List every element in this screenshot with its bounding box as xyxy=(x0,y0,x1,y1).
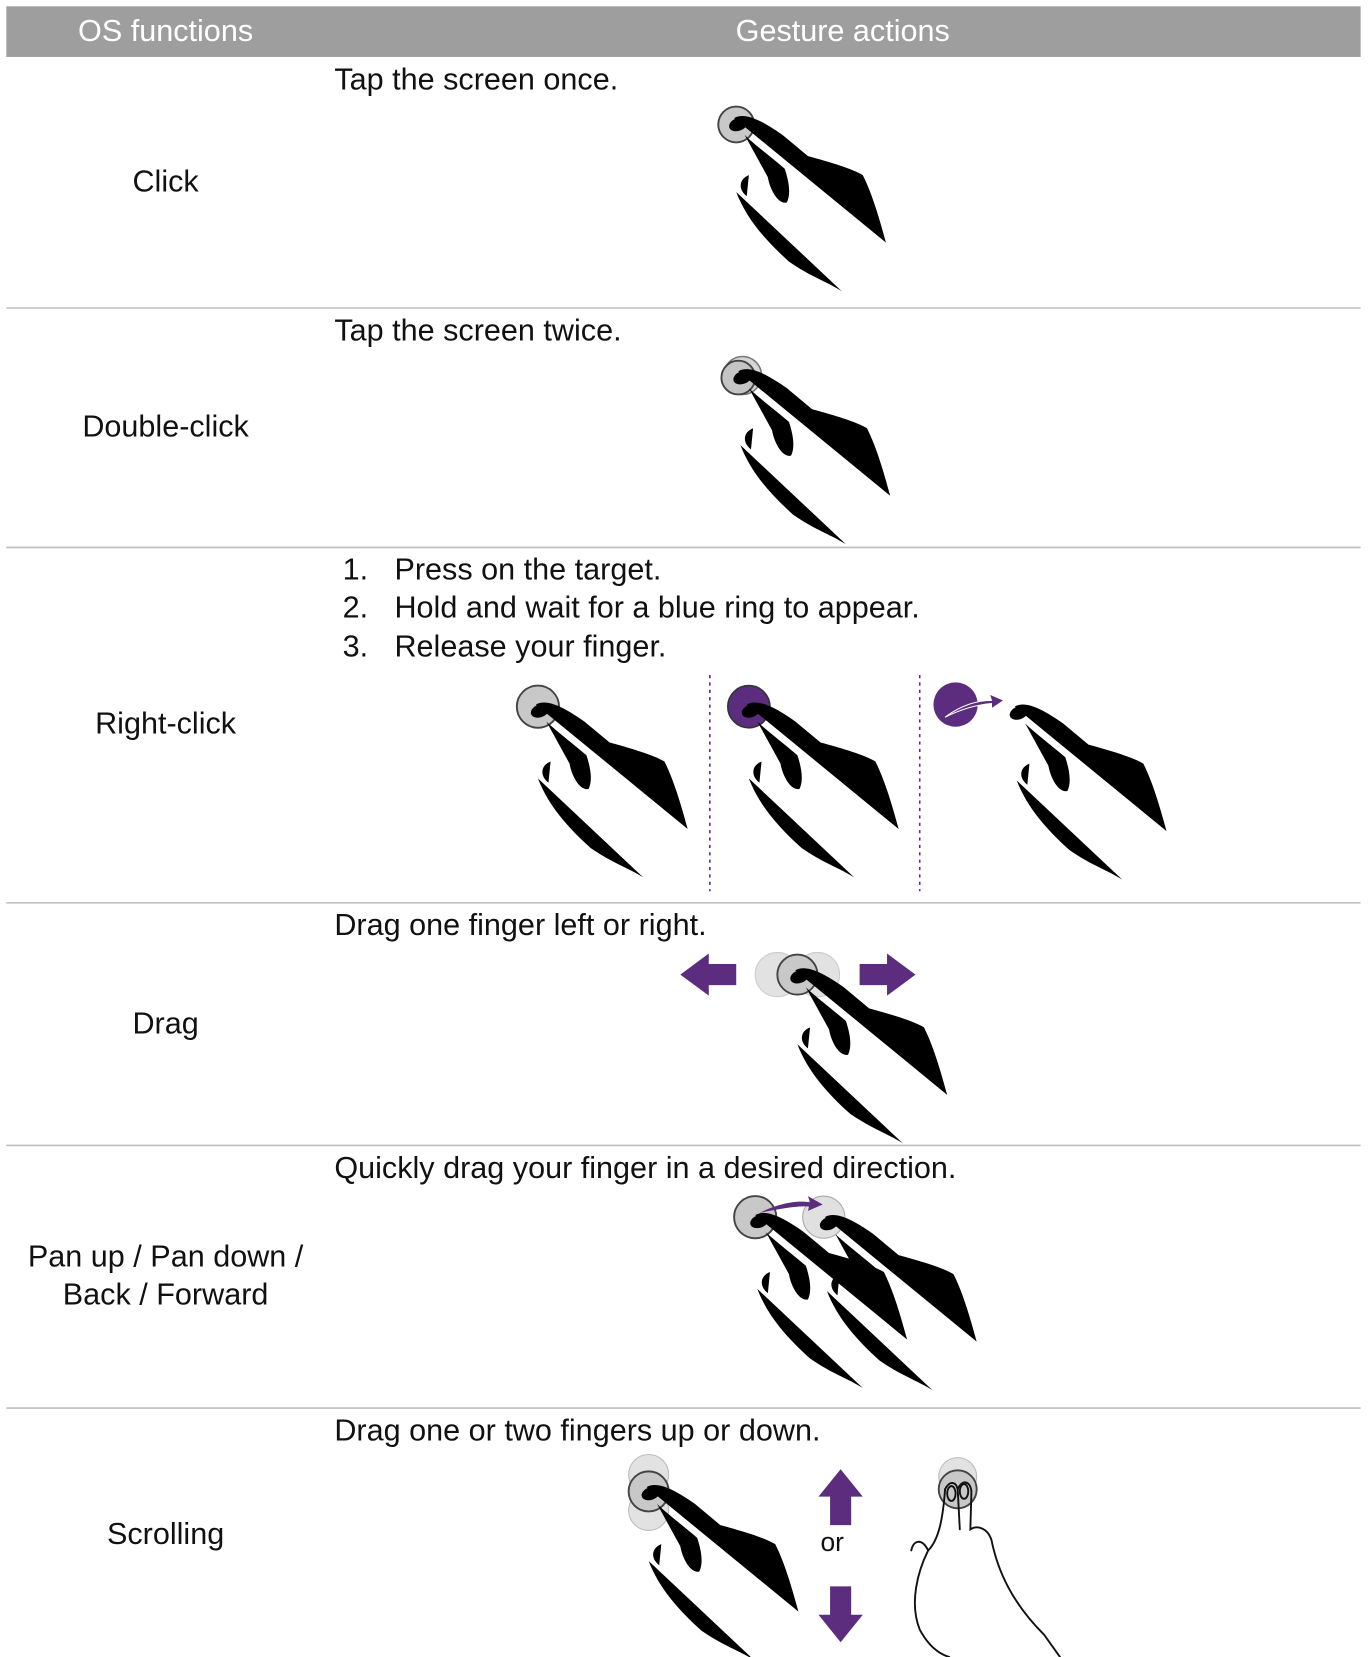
up-arrow xyxy=(818,1469,863,1526)
hand-icon xyxy=(528,701,688,878)
swipe-arrow xyxy=(759,1196,823,1213)
hand-icon xyxy=(739,701,899,878)
function-name: Drag xyxy=(132,1006,198,1040)
hand-icon xyxy=(727,115,886,292)
function-name: Pan up / Pan down / xyxy=(28,1239,304,1273)
touch-point xyxy=(933,682,978,727)
gesture-text: Tap the screen once. xyxy=(334,62,618,96)
hand-icon xyxy=(1007,703,1167,880)
function-name: Click xyxy=(132,165,199,199)
release-arrow xyxy=(944,693,1006,718)
function-name: Back / Forward xyxy=(63,1277,269,1311)
step-text: Press on the target. xyxy=(394,553,661,587)
gesture-text: Drag one or two fingers up or down. xyxy=(334,1413,820,1447)
step-text: Hold and wait for a blue ring to appear. xyxy=(394,591,919,625)
hand-icon xyxy=(817,1214,977,1391)
column-header: OS functions xyxy=(78,14,253,48)
right-arrow xyxy=(859,953,916,996)
two-finger-hand xyxy=(910,1481,1061,1657)
hand-icon xyxy=(639,1484,799,1657)
or-label: or xyxy=(820,1527,844,1557)
gesture-text: Drag one finger left or right. xyxy=(334,908,706,942)
hand-icon xyxy=(731,368,891,545)
step-number: 1. xyxy=(343,553,369,587)
left-arrow xyxy=(680,953,737,996)
function-name: Double-click xyxy=(82,409,249,443)
function-name: Scrolling xyxy=(107,1517,224,1551)
function-name: Right-click xyxy=(95,707,237,741)
step-number: 3. xyxy=(343,630,369,664)
gesture-text: Quickly drag your finger in a desired di… xyxy=(334,1151,956,1185)
header-bar xyxy=(6,6,1361,57)
down-arrow xyxy=(818,1586,863,1643)
column-header: Gesture actions xyxy=(736,14,950,48)
gesture-text: Tap the screen twice. xyxy=(334,313,621,347)
hand-icon xyxy=(788,967,948,1144)
step-number: 2. xyxy=(343,591,369,625)
step-text: Release your finger. xyxy=(394,630,666,664)
